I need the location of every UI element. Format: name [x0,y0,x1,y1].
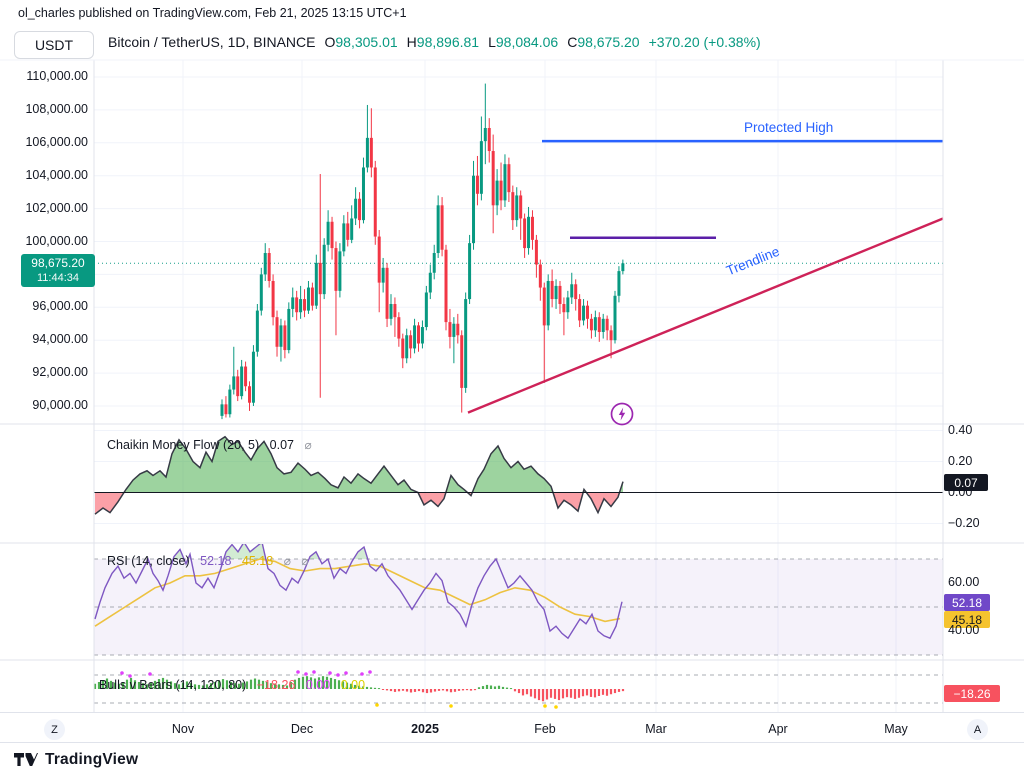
cmf-value-badge: 0.07 [944,474,988,491]
change-value: +370.20 (+0.38%) [648,34,761,50]
rsi-value-badge: 52.18 [944,594,990,611]
hide-source-icon[interactable]: ⌀ [304,438,312,452]
rsi-ma-value: 45.18 [241,554,274,568]
cmf-axis-label: 0.20 [948,453,973,468]
tradingview-mark-icon [14,752,38,766]
lightning-marker[interactable] [610,402,634,426]
cmf-axis-label: 0.40 [948,422,973,437]
rsi-ma-badge: 45.18 [944,611,990,628]
time-axis-label: Feb [534,722,556,736]
price-axis-label: 100,000.00 [25,233,88,248]
hide-source-icon[interactable]: ⌀ [301,554,309,568]
bvb-value-badge: −18.26 [944,685,1000,702]
price-axis-label: 92,000.00 [32,365,88,380]
lightning-bolt-icon [618,407,626,421]
tradingview-logo[interactable]: TradingView [14,751,138,769]
time-axis-label: May [884,722,908,736]
scroll-left-button[interactable]: Z [44,719,65,740]
time-axis-label: Mar [645,722,667,736]
currency-toggle-button[interactable]: USDT [14,31,94,59]
low-value: L98,084.06 [488,34,559,50]
price-axis-label: 102,000.00 [25,200,88,215]
auto-scale-button[interactable]: A [967,719,988,740]
bvb-value-2: 0.00 [305,678,331,692]
rsi-value: 52.18 [200,554,232,568]
price-axis-label: 96,000.00 [32,299,88,314]
time-axis-label: 2025 [411,722,439,736]
current-price: 98,675.20 [31,255,85,270]
bvb-bears-value: −18.26 [256,678,296,692]
price-axis-label: 108,000.00 [25,101,88,116]
cmf-title[interactable]: Chaikin Money Flow (20, 5) [107,438,260,452]
time-axis-label: Nov [171,722,195,736]
cmf-axis-label: 0.00 [948,484,973,499]
hide-source-icon[interactable]: ⌀ [283,554,291,568]
symbol-title[interactable]: Bitcoin / TetherUS, 1D, BINANCE [108,34,316,50]
price-axis-label: 110,000.00 [26,69,88,83]
price-axis-label: 94,000.00 [32,332,88,347]
time-axis[interactable] [0,712,1024,743]
cmf-indicator-row: Chaikin Money Flow (20, 5) 0.07 ⌀ [107,438,319,452]
brand-name: TradingView [45,751,139,768]
open-value: O98,305.01 [324,34,398,50]
bar-countdown: 11:44:34 [36,271,79,284]
close-value: C98,675.20 [567,34,640,50]
bvb-value-3: 0.00 [340,678,366,692]
high-value: H98,896.81 [406,34,480,50]
rsi-axis-label: 40.00 [948,623,980,637]
time-axis-label: Apr [768,722,788,736]
publish-attribution: ol_charles published on TradingView.com,… [18,6,407,20]
protected-high-label[interactable]: Protected High [744,120,834,135]
rsi-title[interactable]: RSI (14, close) [107,554,190,568]
cmf-axis-label: −0.20 [948,515,980,530]
time-axis-label: Dec [290,722,314,736]
rsi-indicator-row: RSI (14, close) 52.18 45.18 ⌀ ⌀ [107,554,316,568]
bvb-title[interactable]: Bulls v Bears (14, 120, 80) [99,678,247,692]
price-axis-label: 90,000.00 [32,398,88,412]
cmf-value: 0.07 [269,438,294,452]
price-axis-label: 104,000.00 [25,167,88,182]
current-price-badge: 98,675.20 11:44:34 [21,254,95,287]
bvb-indicator-row: Bulls v Bears (14, 120, 80) −18.26 0.00 … [99,678,372,692]
symbol-header: Bitcoin / TetherUS, 1D, BINANCE O98,305.… [108,34,761,50]
rsi-axis-label: 60.00 [948,575,980,589]
price-axis-label: 106,000.00 [25,134,88,149]
